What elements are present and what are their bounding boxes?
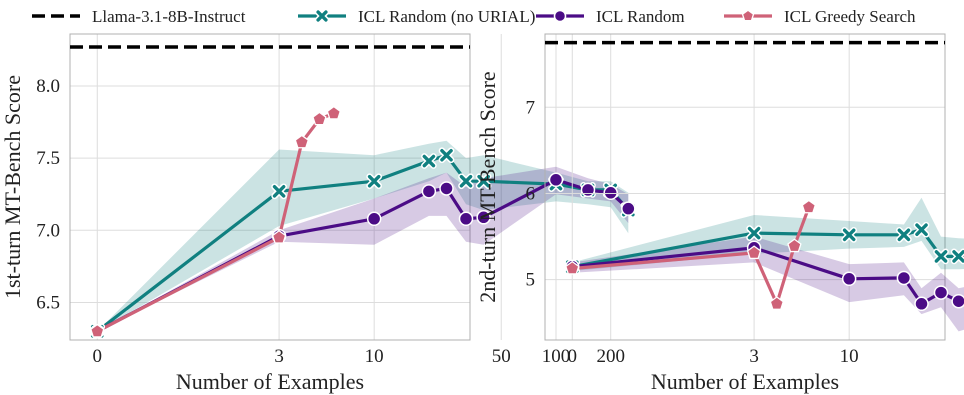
data-point: [548, 172, 564, 188]
legend-item: Llama-3.1-8B-Instruct: [32, 7, 246, 26]
chart-panel-2nd-turn: 0 3 10 50 100 200 5 6 7 Number of Examples 2nd-tur…: [475, 33, 964, 394]
legend-item: ICL Greedy Search: [724, 7, 916, 26]
grid: [545, 34, 945, 340]
y-tick-label: 7: [526, 97, 536, 118]
series-markers: [564, 221, 964, 275]
data-point: [421, 153, 437, 169]
data-point: [787, 238, 802, 253]
legend-label: ICL Greedy Search: [784, 7, 916, 26]
data-point: [326, 105, 342, 120]
x-tick-label: 0: [568, 346, 578, 367]
data-point: [621, 201, 636, 216]
legend-item: ICL Random (no URIAL): [298, 7, 535, 26]
data-point: [801, 199, 817, 214]
data-point: [769, 296, 785, 310]
data-point: [841, 271, 857, 287]
y-tick-label: 6.5: [36, 292, 60, 313]
data-point: [366, 173, 383, 190]
data-point: [746, 225, 762, 241]
data-point: [746, 245, 762, 260]
x-tick-label: 200: [596, 346, 625, 367]
data-point: [950, 248, 964, 265]
data-point: [896, 226, 912, 243]
y-tick-label: 7.0: [36, 220, 60, 241]
data-point: [421, 184, 437, 199]
plot-frame: [544, 33, 946, 341]
y-axis-label: 2nd-turn MT-Bench Score: [475, 71, 500, 302]
legend: Llama-3.1-8B-Instruct ICL Random (no URIA…: [32, 7, 916, 26]
data-point: [458, 173, 474, 190]
data-point: [841, 226, 858, 243]
x-axis-label: Number of Examples: [176, 369, 364, 394]
data-point: [475, 173, 492, 190]
legend-label: ICL Random (no URIAL): [358, 7, 535, 26]
legend-label: Llama-3.1-8B-Instruct: [92, 7, 246, 26]
y-tick-label: 6: [526, 183, 536, 204]
series-markers: [90, 105, 342, 338]
x-tick-label: 3: [749, 346, 759, 367]
data-point: [951, 293, 964, 309]
x-tick-label: 10: [840, 346, 859, 367]
legend-marker: [314, 8, 330, 24]
data-point: [439, 181, 454, 196]
y-tick-label: 8.0: [36, 76, 60, 97]
x-tick-label: 3: [274, 346, 284, 367]
data-point: [458, 211, 474, 227]
legend-label: ICL Random: [596, 7, 685, 26]
data-point: [933, 248, 949, 265]
y-axis-label: 1st-turn MT-Bench Score: [0, 75, 25, 299]
data-point: [914, 296, 929, 312]
y-tick-label: 7.5: [36, 148, 60, 169]
data-point: [366, 211, 382, 227]
data-point: [933, 285, 949, 300]
confidence-band: [97, 140, 629, 332]
x-tick-label: 50: [492, 346, 511, 367]
x-tick-label: 10: [365, 346, 384, 367]
confidence-band: [97, 166, 629, 332]
data-point: [896, 270, 912, 286]
x-tick-label: 100: [542, 346, 571, 367]
legend-item: ICL Random: [536, 7, 685, 26]
legend-marker: [553, 9, 567, 23]
data-point: [580, 182, 596, 198]
y-tick-label: 5: [526, 270, 536, 291]
series-markers: [565, 199, 817, 310]
data-point: [294, 134, 310, 149]
data-point: [271, 229, 287, 244]
data-point: [565, 260, 580, 275]
x-axis-label: Number of Examples: [651, 369, 839, 394]
data-point: [603, 185, 618, 201]
legend-marker: [741, 9, 755, 22]
data-point: [476, 210, 491, 225]
data-point: [271, 183, 287, 200]
data-point: [90, 323, 105, 338]
data-point: [438, 147, 455, 164]
data-point: [913, 221, 930, 238]
x-tick-label: 0: [93, 346, 103, 367]
data-point: [312, 111, 327, 126]
